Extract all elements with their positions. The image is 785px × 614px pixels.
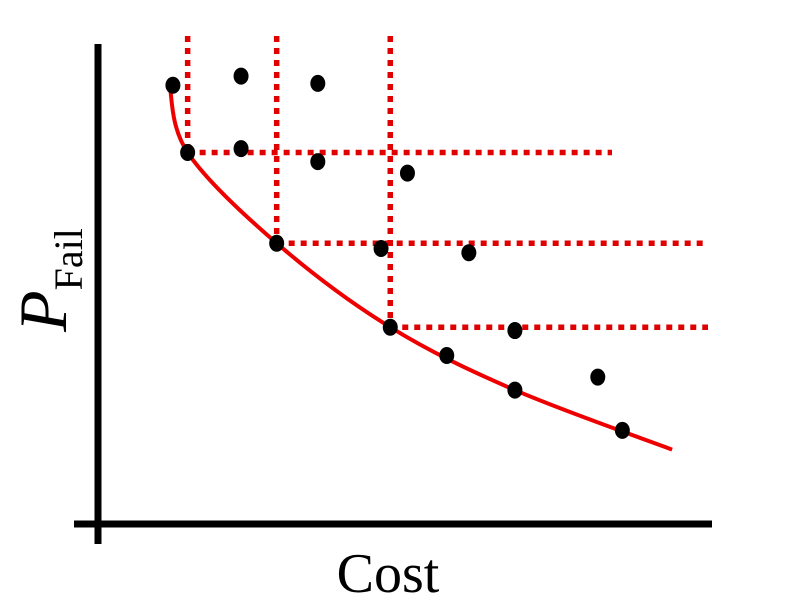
- x-axis-label: Cost: [337, 543, 440, 605]
- dominance-lines: [184, 36, 708, 330]
- svg-text:PFail: PFail: [5, 228, 91, 333]
- y-axis-label-sub: Fail: [46, 228, 91, 290]
- data-point-3: [310, 74, 326, 92]
- y-axis-label-main: P: [5, 290, 81, 333]
- pareto-point-8: [269, 234, 285, 252]
- data-point-2: [233, 67, 249, 85]
- data-point-7: [399, 164, 415, 182]
- data-point-6: [310, 153, 326, 171]
- pareto-frontier-curve: [167, 81, 673, 452]
- data-point-12: [507, 322, 523, 340]
- y-axis-label: PFail: [5, 228, 91, 333]
- data-point-14: [507, 381, 523, 399]
- data-point-13: [439, 347, 455, 365]
- data-point-9: [373, 239, 389, 257]
- data-point-1: [165, 76, 181, 94]
- data-point-16: [614, 421, 630, 439]
- data-point-10: [461, 244, 477, 262]
- pareto-point-11: [382, 318, 398, 336]
- data-point-15: [590, 368, 606, 386]
- data-points: [165, 67, 630, 439]
- pareto-point-4: [180, 143, 196, 161]
- data-point-5: [233, 140, 249, 158]
